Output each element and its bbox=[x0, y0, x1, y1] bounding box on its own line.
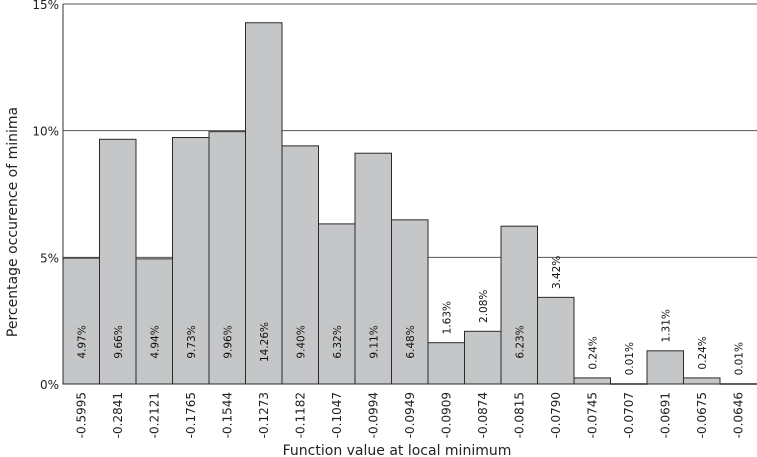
y-tick-label: 15% bbox=[32, 0, 59, 12]
y-tick-label: 5% bbox=[40, 251, 59, 265]
x-tick-label: -0.1273 bbox=[257, 392, 271, 438]
bar bbox=[719, 383, 757, 385]
x-tick-labels: -0.5995 -0.2841 -0.2121 -0.1765 -0.1544 -0.12… bbox=[74, 392, 745, 438]
bar-data-labels: 4.97% 9.66% 4.94% 9.73% 9.96% 14.26% 9.40% 6.32… bbox=[76, 256, 745, 376]
bar-data-label: 6.32% bbox=[332, 325, 344, 358]
x-tick-label: -0.0949 bbox=[403, 392, 417, 438]
bar bbox=[354, 152, 392, 385]
bar bbox=[62, 257, 100, 385]
x-tick-label: -0.0790 bbox=[549, 392, 563, 438]
bar bbox=[610, 383, 648, 385]
x-tick-label: -0.0994 bbox=[366, 392, 380, 438]
x-tick-label: -0.0745 bbox=[585, 392, 599, 438]
x-tick-label: -0.1047 bbox=[330, 392, 344, 438]
bar-data-label: 9.11% bbox=[368, 325, 380, 358]
bar bbox=[683, 377, 721, 385]
bar-data-label: 2.08% bbox=[478, 290, 490, 323]
bar-data-label: 6.48% bbox=[405, 325, 417, 358]
y-tick-labels: 0% 5% 10% 15% bbox=[32, 0, 59, 392]
bar bbox=[99, 138, 137, 385]
bar-data-label: 0.01% bbox=[733, 342, 745, 375]
bar-data-label: 6.23% bbox=[514, 325, 526, 358]
x-tick-label: -0.0815 bbox=[512, 392, 526, 438]
x-tick-label: -0.0707 bbox=[622, 392, 636, 438]
bar-data-label: 0.01% bbox=[624, 342, 636, 375]
bar bbox=[172, 137, 210, 385]
x-axis-label: Function value at local minimum bbox=[283, 443, 512, 457]
bar bbox=[281, 145, 319, 385]
bar bbox=[537, 296, 575, 385]
bar bbox=[208, 131, 246, 385]
y-tick-label: 0% bbox=[40, 378, 59, 392]
bar-data-label: 4.94% bbox=[149, 325, 161, 358]
bar-data-label: 1.31% bbox=[660, 309, 672, 342]
bar bbox=[573, 377, 611, 385]
x-tick-label: -0.1182 bbox=[293, 392, 307, 438]
bar-data-label: 1.63% bbox=[441, 301, 453, 334]
x-tick-label: -0.2841 bbox=[111, 392, 125, 438]
x-tick-label: -0.0675 bbox=[695, 392, 709, 438]
bar bbox=[318, 223, 356, 385]
x-tick-label: -0.2121 bbox=[147, 392, 161, 438]
bar-data-label: 9.40% bbox=[295, 325, 307, 358]
bar-data-label: 9.73% bbox=[186, 325, 198, 358]
bar bbox=[427, 342, 465, 385]
bar-data-label: 9.66% bbox=[113, 325, 125, 358]
bar bbox=[646, 350, 684, 385]
bar-data-label: 3.42% bbox=[551, 256, 563, 289]
y-tick-label: 10% bbox=[32, 125, 59, 139]
bar bbox=[391, 219, 429, 385]
bars bbox=[62, 22, 757, 385]
bar-data-label: 0.24% bbox=[587, 336, 599, 369]
bar-data-label: 14.26% bbox=[259, 322, 271, 362]
x-tick-label: -0.0691 bbox=[658, 392, 672, 438]
x-tick-label: -0.5995 bbox=[74, 392, 88, 438]
bar bbox=[245, 22, 283, 385]
x-tick-label: -0.0874 bbox=[476, 392, 490, 438]
x-tick-label: -0.1765 bbox=[184, 392, 198, 438]
x-tick-label: -0.1544 bbox=[220, 392, 234, 438]
bar-data-label: 9.96% bbox=[222, 325, 234, 358]
x-tick-label: -0.0909 bbox=[439, 392, 453, 438]
x-tick-label: -0.0646 bbox=[731, 392, 745, 438]
bar bbox=[135, 258, 173, 385]
bar bbox=[464, 330, 502, 385]
bar-data-label: 0.24% bbox=[697, 336, 709, 369]
bar-data-label: 4.97% bbox=[76, 325, 88, 358]
bar bbox=[500, 225, 538, 385]
y-axis-label: Percentage occurence of minima bbox=[5, 107, 21, 337]
